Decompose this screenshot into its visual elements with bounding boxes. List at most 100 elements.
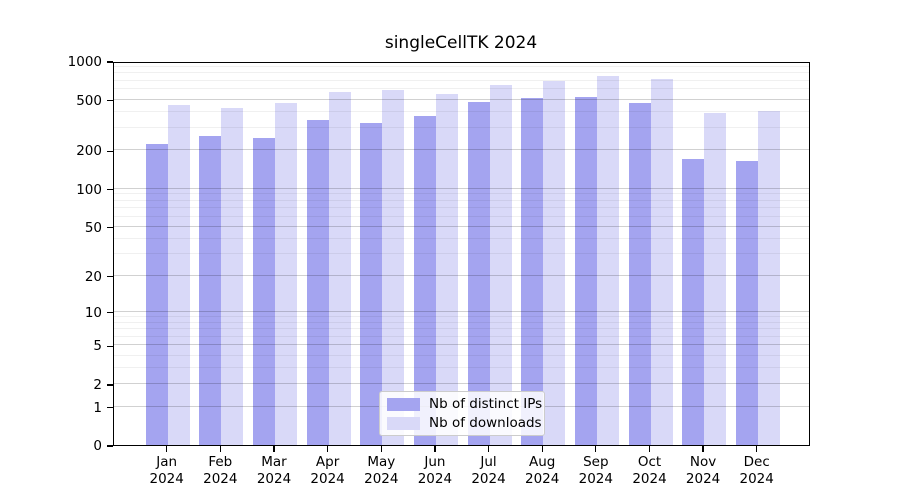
minor-gridline [114, 193, 809, 195]
y-tick-label: 100 [76, 181, 102, 198]
major-gridline [114, 149, 809, 151]
y-tick-label: 0 [93, 438, 102, 454]
major-gridline [114, 310, 809, 312]
y-tick-label: 20 [84, 268, 102, 285]
x-tick-label-apr: Apr 2024 [310, 454, 345, 487]
bar-downloads-feb [221, 107, 244, 445]
x-tick-label-oct: Oct 2024 [632, 454, 667, 487]
minor-gridline [114, 321, 809, 323]
y-tick-mark [107, 345, 113, 348]
legend: Nb of distinct IPs Nb of downloads [379, 391, 545, 436]
minor-gridline [114, 88, 809, 90]
x-tick-mark [595, 446, 597, 452]
y-tick-label: 5 [93, 338, 102, 355]
bar-distinct-ips-apr [306, 120, 329, 445]
y-tick-mark [107, 226, 113, 229]
major-gridline [114, 225, 809, 227]
x-tick-mark [434, 446, 436, 452]
bar-downloads-mar [275, 103, 297, 445]
major-gridline [114, 344, 809, 346]
y-tick-mark [107, 276, 113, 278]
x-tick-mark [648, 446, 651, 452]
x-tick-label-jan: Jan 2024 [149, 454, 184, 487]
y-tick-label: 200 [76, 143, 102, 160]
minor-gridline [114, 354, 809, 356]
bar-distinct-ips-nov [682, 158, 705, 445]
x-tick-mark [702, 446, 704, 452]
bar-distinct-ips-mar [253, 137, 275, 445]
y-tick-mark [107, 188, 113, 191]
bar-downloads-sep [596, 76, 619, 445]
minor-gridline [114, 237, 809, 239]
x-tick-mark [219, 446, 221, 452]
bar-downloads-apr [328, 91, 351, 445]
legend-item-downloads: Nb of downloads [387, 415, 542, 431]
x-tick-mark [166, 446, 168, 452]
legend-item-distinct-ips: Nb of distinct IPs [387, 396, 542, 412]
x-tick-label-mar: Mar 2024 [256, 454, 292, 487]
minor-gridline [114, 335, 809, 337]
major-gridline [114, 98, 809, 100]
bar-downloads-may [382, 90, 405, 445]
bar-distinct-ips-dec [735, 160, 758, 445]
bar-distinct-ips-aug [521, 98, 544, 445]
ips-swatch-icon [387, 397, 420, 411]
bar-downloads-oct [650, 79, 673, 445]
x-tick-mark [273, 446, 275, 452]
y-tick-label: 50 [84, 219, 102, 236]
legend-label: Nb of distinct IPs [429, 396, 543, 412]
y-tick-mark [107, 61, 113, 63]
x-tick-label-jun: Jun 2024 [417, 454, 453, 487]
x-tick-label-aug: Aug 2024 [525, 454, 560, 487]
x-tick-label-may: May 2024 [364, 454, 399, 487]
y-tick-mark [107, 406, 113, 409]
legend-label: Nb of downloads [429, 415, 542, 431]
x-tick-mark [380, 446, 382, 452]
chart-title: singleCellTK 2024 [384, 33, 538, 53]
y-tick-mark [107, 445, 113, 447]
x-tick-mark [487, 446, 490, 452]
bar-distinct-ips-jul [467, 101, 490, 445]
y-tick-label: 10 [84, 304, 102, 321]
x-tick-mark [756, 446, 758, 452]
minor-gridline [114, 65, 809, 67]
x-tick-mark [541, 446, 543, 452]
x-tick-label-jul: Jul 2024 [471, 454, 506, 487]
bar-downloads-jul [489, 85, 512, 445]
minor-gridline [114, 79, 809, 81]
downloads-swatch-icon [387, 416, 420, 430]
bar-downloads-jan [167, 104, 190, 445]
bar-distinct-ips-may [360, 122, 383, 445]
y-tick-mark [107, 150, 113, 152]
minor-gridline [114, 126, 809, 128]
bar-distinct-ips-sep [574, 97, 597, 445]
minor-gridline [114, 199, 809, 201]
bar-downloads-dec [757, 111, 780, 445]
bar-distinct-ips-jun [413, 116, 436, 445]
bar-downloads-aug [543, 80, 566, 445]
y-tick-mark [107, 99, 113, 102]
x-tick-label-dec: Dec 2024 [739, 454, 774, 487]
bar-distinct-ips-oct [628, 103, 651, 445]
minor-gridline [114, 253, 809, 255]
bar-downloads-jun [435, 94, 458, 445]
minor-gridline [114, 328, 809, 330]
y-tick-label: 500 [76, 92, 102, 109]
major-gridline [114, 274, 809, 276]
minor-gridline [114, 215, 809, 217]
y-tick-mark [107, 312, 113, 314]
x-tick-label-sep: Sep 2024 [578, 454, 613, 487]
plot-area [113, 62, 810, 446]
y-tick-label: 2 [93, 376, 102, 393]
bar-downloads-nov [704, 112, 727, 445]
x-tick-mark [326, 446, 329, 452]
y-tick-label: 1000 [67, 54, 102, 70]
bar-distinct-ips-feb [199, 136, 222, 445]
minor-gridline [114, 110, 809, 112]
x-tick-label-feb: Feb 2024 [203, 454, 238, 487]
major-gridline [114, 187, 809, 189]
y-tick-label: 1 [93, 399, 102, 416]
y-tick-mark [107, 384, 113, 386]
minor-gridline [114, 207, 809, 209]
